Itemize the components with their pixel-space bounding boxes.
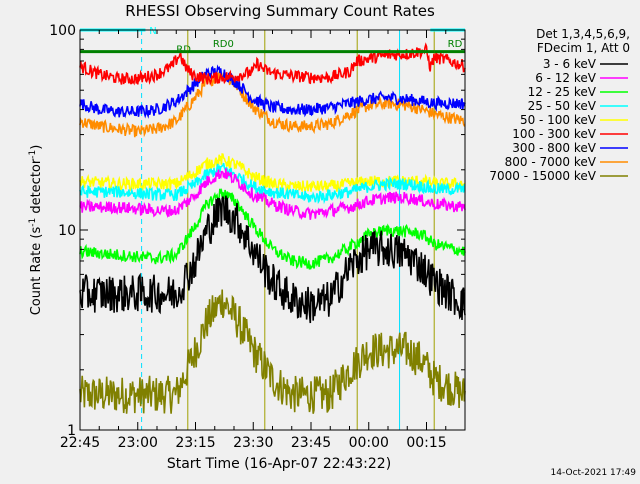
x-ticks: 22:45 23:00 23:15 23:30 23:45 00:00 00:15 [60,30,466,451]
y-tick-label: 100 [49,23,76,39]
y-tick-label: 10 [58,223,76,239]
legend-label: 300 - 800 keV [512,141,596,155]
series-line-7000-15000-kev [79,289,466,414]
legend: Det 1,3,4,5,6,9, FDecim 1, Att 0 3 - 6 k… [489,27,630,183]
flag-label: N [149,26,156,37]
x-tick-label: 23:30 [233,435,273,451]
flag-label: RD [176,44,191,55]
y-axis-label-main: Count Rate (s [29,227,44,316]
series-line-25-50-kev [79,162,466,205]
series-line-800-7000-kev [79,71,466,138]
series-line-3-6-kev [79,195,466,324]
flag-label: RD [448,39,463,50]
x-tick-label: 00:00 [349,435,389,451]
plot-area [79,30,466,430]
y-axis-label: Count Rate (s-1 detector-1) [28,145,44,316]
y-tick-label: 1 [67,423,76,439]
chart-title: RHESSI Observing Summary Count Rates [125,2,435,20]
legend-label: 6 - 12 keV [535,71,597,85]
series-line-12-25-kev [79,187,466,270]
x-tick-label: 23:15 [175,435,215,451]
x-axis-label: Start Time (16-Apr-07 22:43:22) [167,456,391,472]
legend-header-line-1: Det 1,3,4,5,6,9, [536,27,630,41]
x-tick-label: 23:00 [118,435,158,451]
y-axis-label-sup1: -1 [28,218,38,227]
series-line-100-300-kev [79,42,466,86]
x-tick-label: 23:45 [291,435,331,451]
legend-label: 100 - 300 keV [512,127,596,141]
legend-label: 12 - 25 keV [528,85,597,99]
legend-label: 25 - 50 keV [528,99,597,113]
x-tick-label: 22:45 [60,435,100,451]
y-axis-label-sup2: -1 [28,150,38,159]
legend-label: 7000 - 15000 keV [489,169,596,183]
y-ticks: 1 10 100 [49,23,465,439]
series-line-6-12-kev [79,168,466,220]
series-line-300-800-kev [79,64,466,119]
legend-label: 50 - 100 keV [520,113,597,127]
legend-label: 800 - 7000 keV [505,155,597,169]
x-tick-label: 00:15 [406,435,446,451]
legend-header-line-2: FDecim 1, Att 0 [537,41,630,55]
flag-label: RD0 [213,39,234,50]
y-axis-label-end: ) [29,145,44,150]
footer-date: 14-Oct-2021 17:49 [551,468,637,478]
y-axis-label-mid: detector [29,158,44,218]
legend-label: 3 - 6 keV [543,57,597,71]
